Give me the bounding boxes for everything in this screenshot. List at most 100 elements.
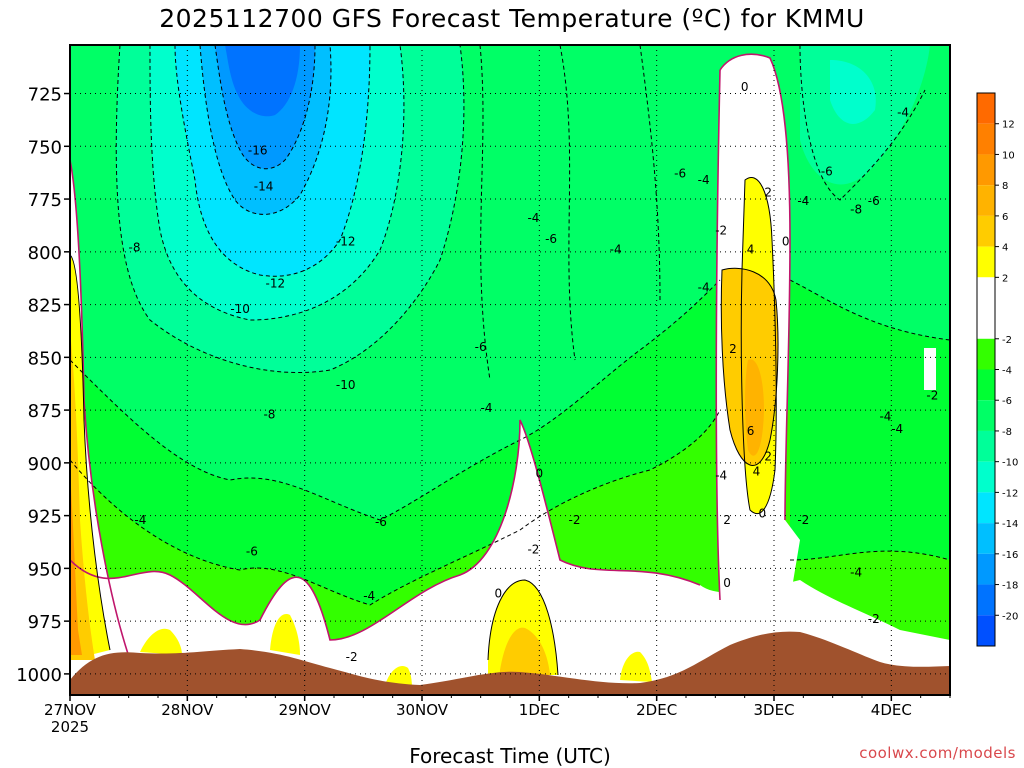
contour-label: -12 (336, 234, 356, 248)
colorbar-tick-label: -4 (1002, 366, 1012, 377)
colorbar-swatch (977, 430, 995, 462)
colorbar-swatch (977, 154, 995, 186)
x-tick-label: 2DEC (636, 701, 677, 719)
contour-label: -8 (263, 407, 275, 421)
colorbar-swatch (977, 123, 995, 155)
contour-label: 0 (723, 576, 731, 590)
colorbar-tick-label: 6 (1002, 212, 1008, 223)
contour-label: -2 (926, 388, 938, 402)
contour-label: -4 (891, 422, 903, 436)
contour-label: 2 (729, 342, 737, 356)
band-yellow-29nov (270, 614, 300, 655)
colorbar-tick-label: 4 (1002, 243, 1008, 254)
band-minus18 (225, 45, 300, 117)
colorbar-tick-label: -12 (1002, 488, 1018, 499)
contour-label: -8 (850, 203, 862, 217)
y-axis: 725 750 775 800 825 850 875 900 925 950 975 1000 (16, 85, 70, 686)
contour-label: -8 (129, 241, 141, 255)
contour-label: 2 (764, 450, 772, 464)
contour-label: 6 (747, 424, 755, 438)
contour-label: -2 (715, 224, 727, 238)
contour-label: -4 (698, 281, 710, 295)
colorbar-swatch (977, 461, 995, 493)
contour-line (199, 45, 332, 215)
colorbar-tick-label: 12 (1002, 120, 1015, 131)
contour-line (479, 45, 661, 381)
warm-contour-line (740, 177, 777, 515)
terrain-surface (70, 631, 950, 695)
y-tick-label: 975 (28, 612, 62, 633)
contour-label: -2 (527, 542, 539, 556)
warm-contour-line (720, 267, 779, 466)
contour-label: 0 (782, 234, 790, 248)
colorbar-tick-label: -14 (1002, 519, 1018, 530)
contour-label: -4 (527, 211, 539, 225)
colorbar-swatch (977, 523, 995, 554)
x-tick-year-label: 2025 (51, 718, 89, 736)
colorbar-swatch (977, 338, 995, 370)
contour-label: -10 (230, 302, 250, 316)
contour-line (70, 409, 721, 606)
y-tick-label: 750 (28, 137, 62, 158)
colorbar-swatch (977, 369, 995, 401)
contour-label: -4 (610, 243, 622, 257)
contour-label: 0 (536, 466, 544, 480)
colorbar-tick-label: -2 (1002, 335, 1012, 346)
colorbar-tick-label: -16 (1002, 550, 1018, 561)
contour-line (70, 279, 721, 521)
x-tick-label: 4DEC (871, 701, 912, 719)
contour-label: -4 (897, 106, 909, 120)
site-credit: coolwx.com/models (859, 744, 1016, 762)
contour-label: -4 (879, 409, 891, 423)
contour-label: -4 (363, 589, 375, 603)
contour-line (214, 45, 316, 170)
colorbar-tick-label: -10 (1002, 458, 1018, 469)
contour-label: -6 (821, 165, 833, 179)
colorbar: 12 10 8 6 4 2 -2 -4 -6 -8 -10 -12 -14 -16 -18 -20 (976, 92, 1018, 647)
warm-contour-line (487, 579, 559, 676)
warm-contours (70, 177, 779, 676)
colorbar-tick-label: -20 (1002, 611, 1018, 622)
contour-label: 4 (747, 243, 755, 257)
band-orange-1dec (500, 627, 550, 675)
y-tick-label: 925 (28, 507, 62, 528)
band-yellow-28nov (140, 628, 182, 655)
x-axis-label: Forecast Time (UTC) (409, 744, 611, 768)
contour-label: -6 (246, 544, 258, 558)
contour-label: -4 (698, 173, 710, 187)
x-tick-label: 1DEC (519, 701, 560, 719)
contour-label: -4 (715, 469, 727, 483)
y-tick-label: 775 (28, 190, 62, 211)
colorbar-swatch (977, 492, 995, 524)
y-tick-label: 800 (28, 243, 62, 264)
band-white-pocket (924, 348, 936, 390)
colorbar-swatch (977, 400, 995, 431)
x-tick-label: 30NOV (396, 701, 449, 719)
y-tick-label: 950 (28, 559, 62, 580)
colorbar-swatch (977, 215, 995, 247)
contour-label: -4 (797, 194, 809, 208)
band-orange-left (70, 330, 95, 660)
y-tick-label: 900 (28, 454, 62, 475)
colorbar-tick-label: 10 (1002, 150, 1015, 161)
contour-label: -6 (868, 194, 880, 208)
contour-label: -6 (375, 515, 387, 529)
contour-label: 4 (753, 464, 761, 478)
freezing-contour-line (719, 53, 791, 521)
colorbar-swatch (977, 584, 995, 616)
band-deep-orange-left (70, 470, 82, 655)
colorbar-tick-label: -8 (1002, 427, 1012, 438)
chart-title: 2025112700 GFS Forecast Temperature (ºC)… (159, 4, 865, 33)
warm-contour-line (70, 254, 111, 651)
colorbar-swatch (977, 93, 995, 124)
contour-label: -2 (346, 650, 358, 664)
colorbar-tick-label: 8 (1002, 181, 1008, 192)
freezing-contour-line (715, 69, 721, 601)
contour-line (789, 279, 950, 341)
freezing-contour-line (70, 419, 701, 641)
colorbar-swatch (977, 246, 995, 278)
band-dark-orange-column (745, 359, 764, 456)
colorbar-swatch (977, 615, 995, 646)
